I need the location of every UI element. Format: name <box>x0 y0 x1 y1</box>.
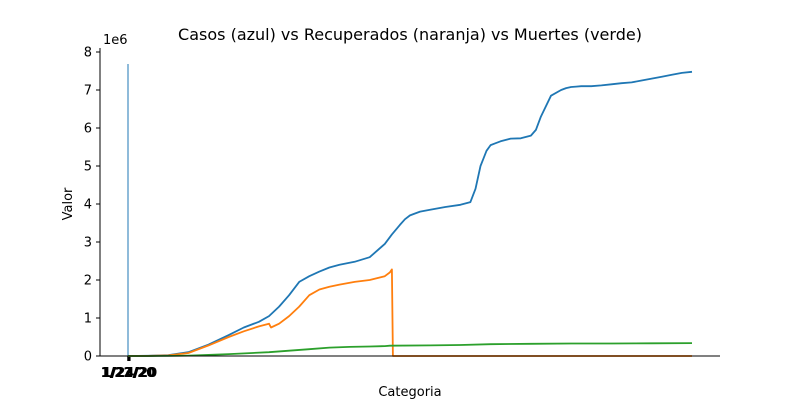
x-tick-label: 1/22/20 <box>101 366 156 381</box>
y-tick-label: 2 <box>84 274 92 289</box>
y-tick-label: 5 <box>84 160 92 175</box>
y-tick-label: 0 <box>84 350 92 365</box>
y-tick-label: 6 <box>84 122 92 137</box>
series-line-1 <box>127 268 692 357</box>
x-tick-label: 1/24/20 <box>102 366 157 381</box>
y-axis-ticks: 0 1 2 3 4 5 6 7 8 <box>84 46 100 365</box>
series-line-0 <box>127 70 693 357</box>
y-tick-label: 8 <box>84 46 92 61</box>
y-axis-multiplier: 1e6 <box>103 33 128 48</box>
y-tick-label: 7 <box>84 84 92 99</box>
x-tick-label: 1/23/20 <box>102 366 157 381</box>
y-tick-label: 4 <box>84 198 92 213</box>
x-axis-label: Categoria <box>378 385 441 400</box>
series-group <box>127 70 693 357</box>
y-axis-label: Valor <box>61 187 76 220</box>
chart-title: Casos (azul) vs Recuperados (naranja) vs… <box>178 25 642 44</box>
y-tick-label: 1 <box>84 312 92 327</box>
x-axis-ticks: 1/22/201/23/201/24/20 <box>101 356 157 381</box>
y-tick-label: 3 <box>84 236 92 251</box>
series-line-2 <box>128 342 693 357</box>
